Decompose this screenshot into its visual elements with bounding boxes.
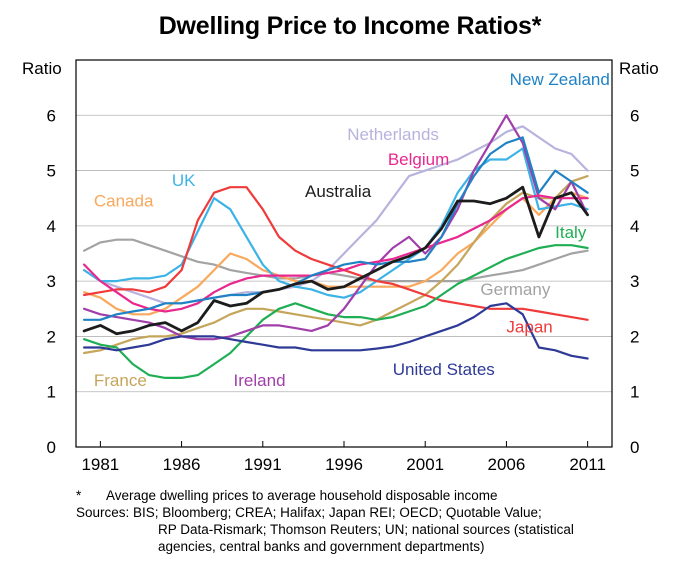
series-label-japan: Japan <box>506 318 552 337</box>
series-labels: New Zealand Netherlands Belgium Australia UK… <box>94 70 610 390</box>
footnote-definition: Average dwelling prices to average house… <box>106 488 498 503</box>
y-tick-label-right: 0 <box>630 438 639 457</box>
y-tick-label-left: 6 <box>47 106 56 125</box>
series-label-new-zealand: New Zealand <box>510 70 610 89</box>
footnote: * Average dwelling prices to average hou… <box>76 487 676 555</box>
line-chart: 0 0 1 1 2 2 3 3 4 4 5 5 6 6 1981 1986 1991 1996 2001 2006 20… <box>22 59 659 474</box>
series-line-japan <box>82 186 589 321</box>
y-tick-label-right: 1 <box>630 383 639 402</box>
y-tick-label-right: 5 <box>630 162 639 181</box>
series-lines <box>82 114 589 379</box>
x-tick-label: 1996 <box>325 455 363 474</box>
x-tick-label: 2001 <box>406 455 444 474</box>
y-tick-label-left: 0 <box>47 438 56 457</box>
series-line-ireland <box>82 114 589 341</box>
series-line-australia <box>82 185 589 336</box>
series-label-canada: Canada <box>94 192 154 211</box>
sources-line-1: Sources: BIS; Bloomberg; CREA; Halifax; … <box>76 505 542 520</box>
series-label-united-states: United States <box>393 360 495 379</box>
series-label-netherlands: Netherlands <box>347 125 439 144</box>
sources-line-3: agencies, central banks and government d… <box>158 539 485 554</box>
series-label-ireland: Ireland <box>234 371 286 390</box>
y-tick-label-left: 2 <box>47 327 56 346</box>
series-label-uk: UK <box>172 171 196 190</box>
x-tick-label: 1981 <box>81 455 119 474</box>
series-line-france <box>82 175 589 355</box>
x-tick-label: 2011 <box>569 455 606 474</box>
series-line-belgium <box>82 194 589 313</box>
y-tick-label-left: 4 <box>47 217 56 236</box>
footnote-marker: * <box>76 488 82 503</box>
axis-ticks: 0 0 1 1 2 2 3 3 4 4 5 5 6 6 1981 1986 1991 1996 2001 2006 20… <box>47 106 640 474</box>
y-tick-label-right: 6 <box>630 106 639 125</box>
series-line-uk <box>82 147 589 299</box>
x-tick-label: 1991 <box>244 455 282 474</box>
series-line-united-states <box>82 302 589 360</box>
sources-line-2: RP Data-Rismark; Thomson Reuters; UN; na… <box>158 522 574 537</box>
y-tick-label-left: 1 <box>47 383 56 402</box>
series-line-germany <box>82 238 589 283</box>
series-label-australia: Australia <box>305 182 372 201</box>
y-tick-label-right: 2 <box>630 327 639 346</box>
y-tick-label-left: 3 <box>47 272 56 291</box>
y-tick-label-right: 3 <box>630 272 639 291</box>
chart-title: Dwelling Price to Income Ratios* <box>158 12 542 40</box>
series-line-new-zealand <box>82 136 589 321</box>
y-tick-label-left: 5 <box>47 162 56 181</box>
y-tick-label-right: 4 <box>630 217 639 236</box>
series-label-italy: Italy <box>555 223 587 242</box>
series-label-belgium: Belgium <box>388 150 449 169</box>
y-axis-unit-left: Ratio <box>22 59 62 78</box>
series-label-france: France <box>94 371 147 390</box>
series-label-germany: Germany <box>480 280 550 299</box>
x-tick-label: 1986 <box>163 455 201 474</box>
x-tick-label: 2006 <box>488 455 526 474</box>
y-axis-unit-right: Ratio <box>619 59 659 78</box>
